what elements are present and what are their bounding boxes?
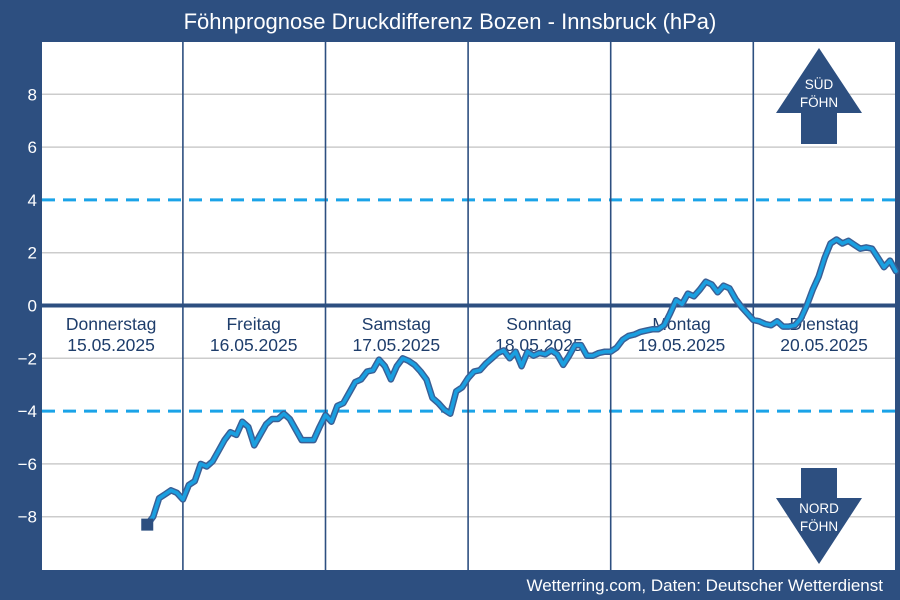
sued-foehn-arrow-icon <box>776 48 862 144</box>
sued-foehn-label-line1: SÜD <box>805 77 834 92</box>
day-date-label: 19.05.2025 <box>638 335 726 355</box>
day-name-label: Donnerstag <box>66 314 156 334</box>
y-tick-label: 8 <box>28 85 37 104</box>
y-tick-label: −4 <box>18 402 37 421</box>
y-axis-ticks: 8 6 4 2 0 −2 −4 −6 −8 <box>18 85 37 526</box>
day-date-label: 20.05.2025 <box>780 335 868 355</box>
y-tick-label: 6 <box>28 138 37 157</box>
series-layer <box>141 236 900 531</box>
day-name-label: Dienstag <box>790 314 859 334</box>
chart-title: Föhnprognose Druckdifferenz Bozen - Inns… <box>184 9 717 34</box>
day-name-label: Samstag <box>362 314 431 334</box>
day-date-label: 16.05.2025 <box>210 335 298 355</box>
y-tick-label: −2 <box>18 349 37 368</box>
day-name-label: Sonntag <box>506 314 571 334</box>
day-name-label: Freitag <box>226 314 280 334</box>
y-tick-label: 0 <box>28 297 37 316</box>
series-start-marker <box>141 518 154 531</box>
day-date-label: 17.05.2025 <box>353 335 441 355</box>
y-tick-label: 4 <box>28 191 37 210</box>
y-tick-label: 2 <box>28 244 37 263</box>
indicator-layer: SÜD FÖHN NORD FÖHN <box>776 48 862 564</box>
chart-footer: Wetterring.com, Daten: Deutscher Wetterd… <box>526 576 883 595</box>
y-tick-label: −8 <box>18 508 37 527</box>
day-date-label: 15.05.2025 <box>67 335 155 355</box>
nord-foehn-label-line1: NORD <box>799 501 839 516</box>
sued-foehn-label-line2: FÖHN <box>800 95 838 110</box>
series-line <box>145 237 898 527</box>
nord-foehn-label-line2: FÖHN <box>800 519 838 534</box>
y-tick-label: −6 <box>18 455 37 474</box>
nord-foehn-arrow-icon <box>776 468 862 564</box>
